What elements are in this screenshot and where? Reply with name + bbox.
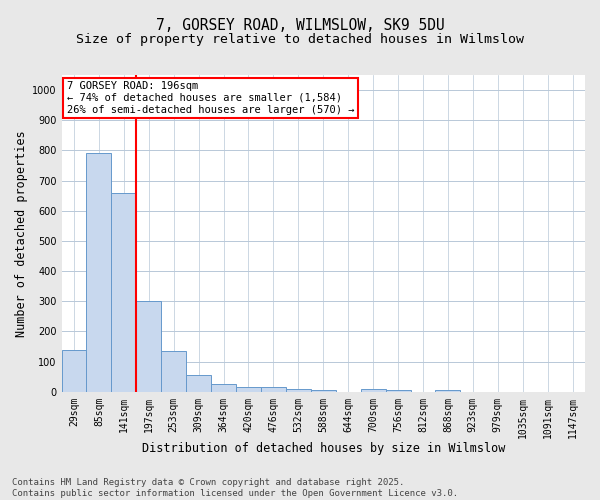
Bar	[112, 192, 136, 392]
Text: Contains HM Land Registry data © Crown copyright and database right 2025.
Contai: Contains HM Land Registry data © Crown c…	[12, 478, 458, 498]
Bar	[436, 390, 460, 392]
Bar	[261, 388, 286, 392]
Bar	[62, 350, 86, 392]
Text: Size of property relative to detached houses in Wilmslow: Size of property relative to detached ho…	[76, 32, 524, 46]
Text: 7 GORSEY ROAD: 196sqm
← 74% of detached houses are smaller (1,584)
26% of semi-d: 7 GORSEY ROAD: 196sqm ← 74% of detached …	[67, 82, 354, 114]
Bar	[236, 388, 261, 392]
Y-axis label: Number of detached properties: Number of detached properties	[15, 130, 28, 336]
Text: 7, GORSEY ROAD, WILMSLOW, SK9 5DU: 7, GORSEY ROAD, WILMSLOW, SK9 5DU	[155, 18, 445, 32]
X-axis label: Distribution of detached houses by size in Wilmslow: Distribution of detached houses by size …	[142, 442, 505, 455]
Bar	[136, 302, 161, 392]
Bar	[161, 351, 186, 392]
Bar	[86, 154, 112, 392]
Bar	[286, 389, 311, 392]
Bar	[361, 389, 386, 392]
Bar	[186, 376, 211, 392]
Bar	[386, 390, 410, 392]
Bar	[211, 384, 236, 392]
Bar	[311, 390, 336, 392]
